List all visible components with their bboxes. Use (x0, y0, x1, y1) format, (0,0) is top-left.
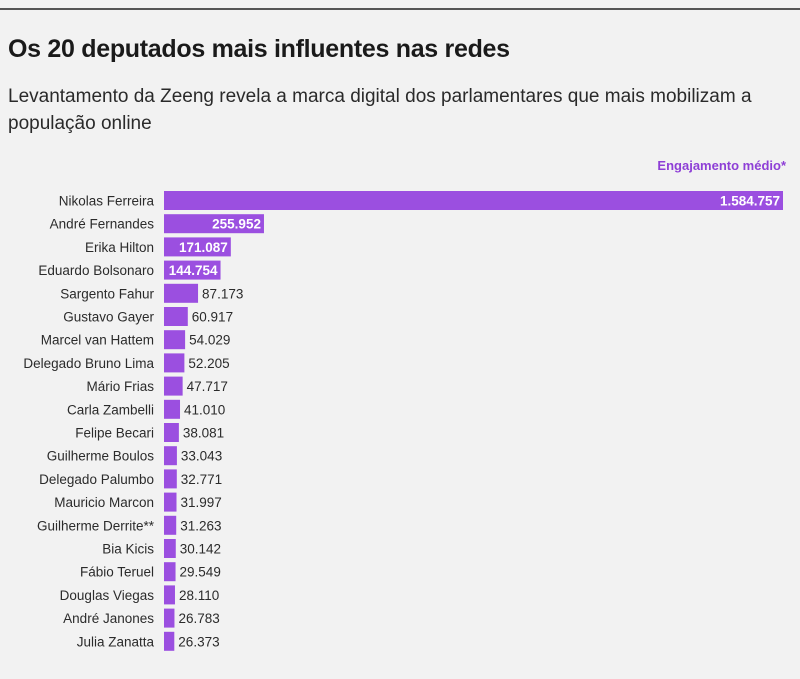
category-label: André Janones (63, 611, 154, 626)
bar (164, 423, 179, 442)
data-label: 26.783 (178, 611, 219, 626)
data-label: 38.081 (183, 426, 224, 441)
data-label: 52.205 (188, 356, 229, 371)
bar (164, 353, 185, 373)
bar (164, 446, 177, 466)
category-label: Felipe Becari (75, 426, 154, 441)
bar (164, 260, 221, 280)
measure-label: Engajamento médio* (657, 158, 786, 173)
data-label: 28.110 (179, 588, 219, 603)
category-label: André Fernandes (50, 217, 155, 232)
category-label: Guilherme Derrite** (37, 518, 155, 533)
bar (164, 283, 199, 303)
bar (164, 330, 186, 350)
bar (164, 307, 188, 326)
bar (164, 515, 177, 535)
category-label: Erika Hilton (85, 240, 154, 255)
data-label: 26.373 (178, 634, 219, 649)
category-label: Mário Frias (86, 379, 154, 394)
category-label: Delegado Bruno Lima (23, 356, 154, 371)
data-label: 47.717 (187, 379, 228, 394)
category-label: Mauricio Marcon (54, 495, 154, 510)
data-label: 54.029 (189, 333, 230, 348)
category-label: Julia Zanatta (77, 634, 155, 649)
data-label: 171.087 (179, 240, 228, 255)
data-label: 60.917 (192, 310, 233, 325)
chart-title: Os 20 deputados mais influentes nas rede… (8, 35, 510, 63)
data-label: 32.771 (181, 472, 222, 487)
data-label: 144.754 (169, 263, 218, 278)
category-label: Nikolas Ferreira (59, 194, 155, 209)
data-label: 87.173 (202, 286, 243, 301)
data-label: 41.010 (184, 402, 225, 417)
data-label: 33.043 (181, 449, 222, 464)
bar (164, 631, 175, 651)
bar (164, 191, 783, 210)
data-label: 31.263 (180, 518, 221, 533)
data-label: 1.584.757 (720, 194, 780, 209)
category-label: Eduardo Bolsonaro (38, 263, 154, 278)
category-label: Sargento Fahur (60, 286, 154, 301)
bar (164, 214, 264, 234)
category-label: Douglas Viegas (60, 588, 155, 603)
data-label: 255.952 (212, 217, 261, 232)
category-label: Delegado Palumbo (39, 472, 154, 487)
bar (164, 399, 181, 419)
category-label: Fábio Teruel (80, 565, 154, 580)
chart-subtitle: Levantamento da Zeeng revela a marca dig… (8, 86, 752, 134)
bar (164, 562, 176, 582)
category-label: Bia Kicis (102, 542, 154, 557)
bar (164, 585, 175, 605)
bar (164, 237, 231, 257)
category-label: Marcel van Hattem (41, 333, 154, 348)
bar (164, 492, 177, 512)
category-label: Guilherme Boulos (47, 449, 155, 464)
category-label: Gustavo Gayer (63, 310, 154, 325)
bar (164, 469, 177, 489)
data-label: 31.997 (180, 495, 221, 510)
top-rule (0, 8, 800, 10)
category-label: Carla Zambelli (67, 402, 154, 417)
bar (164, 376, 183, 396)
data-label: 29.549 (180, 565, 221, 580)
bar (164, 608, 175, 628)
bar (164, 539, 176, 558)
data-label: 30.142 (180, 542, 221, 557)
